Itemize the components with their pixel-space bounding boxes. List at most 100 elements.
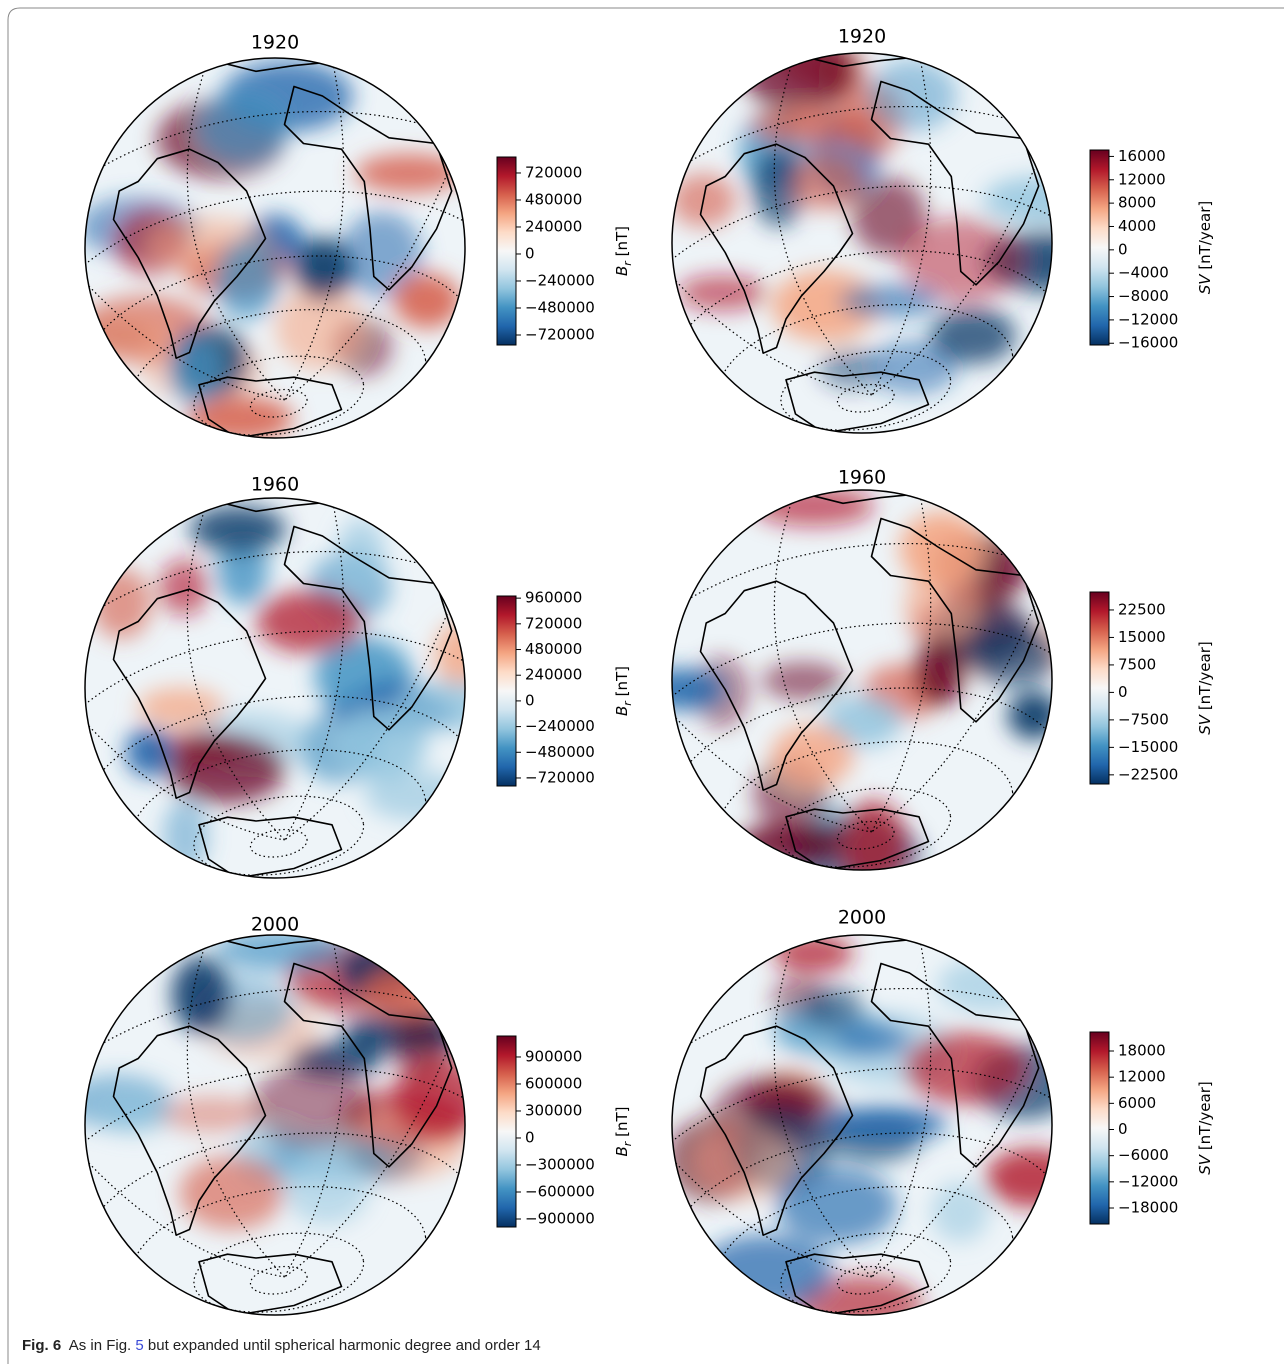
field-blob <box>699 1235 833 1309</box>
field-blob <box>78 315 167 356</box>
colorbar-tick-label: −18000 <box>1118 1198 1178 1216</box>
colorbar-tick-label: 18000 <box>1118 1042 1166 1060</box>
globe-map <box>560 486 1172 926</box>
label-unit: [nT/year] <box>1196 201 1214 270</box>
field-blob <box>640 669 723 710</box>
label-unit: [nT] <box>613 666 631 696</box>
colorbar-tick-label: 12000 <box>1118 1068 1166 1086</box>
label-unit: [nT/year] <box>1196 641 1214 710</box>
panel: 1960−720000−480000−240000024000048000072… <box>0 474 634 935</box>
field-blob <box>284 1152 370 1224</box>
figure: 1920−720000−480000−240000024000048000072… <box>0 0 1284 1364</box>
colorbar-tick-label: 900000 <box>525 1047 582 1065</box>
colorbar-tick-label: 480000 <box>525 640 582 658</box>
colorbar-tick-label: −12000 <box>1118 1172 1178 1190</box>
colorbar-tick-label: −480000 <box>525 298 595 316</box>
label-symbol: SV <box>1196 713 1214 735</box>
colorbar-tick-label: 0 <box>1118 683 1128 701</box>
colorbar-tick-label: 0 <box>1118 1120 1128 1138</box>
field-blob <box>337 518 385 590</box>
colorbar-tick-label: −900000 <box>525 1209 595 1227</box>
field-blob <box>931 1182 989 1242</box>
colorbar-label: SV [nT/year] <box>1196 201 1214 294</box>
field-blob <box>190 505 287 553</box>
colorbar-label: Br [nT] <box>613 226 634 276</box>
field-blob <box>937 958 1036 1012</box>
field-blob <box>753 486 874 526</box>
colorbar-tick-label: −16000 <box>1118 334 1178 352</box>
field-blob <box>166 735 285 804</box>
colorbar-label: Br [nT] <box>613 1107 634 1157</box>
colorbar-label: SV [nT/year] <box>1196 1081 1214 1174</box>
colorbar-label: SV [nT/year] <box>1196 641 1214 734</box>
field-blob <box>839 285 940 317</box>
colorbar-tick-label: 240000 <box>525 666 582 684</box>
panel-title: 2000 <box>838 907 886 929</box>
label-unit: [nT] <box>613 226 631 256</box>
field-blob <box>822 1107 947 1140</box>
field-blob <box>677 275 767 310</box>
colorbar-tick-label: −240000 <box>525 717 595 735</box>
field-blob <box>692 1123 792 1201</box>
colorbar-tick-label: 0 <box>1118 240 1128 258</box>
field-blob <box>160 1096 264 1132</box>
colorbar-tick-label: −15000 <box>1118 738 1178 756</box>
label-unit: [nT/year] <box>1196 1081 1214 1150</box>
panel-title: 1920 <box>251 32 299 54</box>
colorbar <box>1090 592 1109 784</box>
label-symbol: B <box>613 1146 631 1156</box>
colorbar-tick-label: −8000 <box>1118 287 1169 305</box>
colorbar-tick-label: −12000 <box>1118 310 1178 328</box>
colorbar-tick-label: 22500 <box>1118 600 1166 618</box>
colorbar <box>1090 1032 1109 1224</box>
panel: 1920−720000−480000−240000024000048000072… <box>0 32 634 495</box>
colorbar-tick-label: −480000 <box>525 743 595 761</box>
field-blob <box>172 957 231 1033</box>
label-symbol: SV <box>1196 273 1214 295</box>
caption-text: but expanded until spherical harmonic de… <box>148 1337 541 1354</box>
label-symbol: B <box>613 706 631 716</box>
colorbar-tick-label: −22500 <box>1118 765 1178 783</box>
globe-map <box>560 31 1172 490</box>
colorbar <box>497 157 516 345</box>
field-blob <box>792 152 863 211</box>
field-blob <box>256 590 362 653</box>
colorbar-tick-label: 8000 <box>1118 194 1156 212</box>
label-symbol: SV <box>1196 1153 1214 1175</box>
colorbar-tick-label: −4000 <box>1118 264 1169 282</box>
caption: Fig. 6 As in Fig. 5 but expanded until s… <box>22 1337 541 1354</box>
colorbar-tick-label: 4000 <box>1118 217 1156 235</box>
caption-text: As in Fig. <box>69 1337 132 1354</box>
field-blob <box>751 107 881 143</box>
field-blob <box>394 681 501 731</box>
colorbar-tick-label: 6000 <box>1118 1094 1156 1112</box>
colorbar-tick-label: −6000 <box>1118 1146 1169 1164</box>
caption-label: Fig. 6 <box>22 1337 61 1354</box>
caption-link[interactable]: 5 <box>135 1337 143 1354</box>
panel-title: 1960 <box>251 474 299 496</box>
colorbar <box>497 1036 516 1227</box>
panel-title: 1920 <box>838 26 886 48</box>
panel: 2000 −18000 −12000 −6000 0 6000 12000 18000 SV [… <box>560 907 1214 1364</box>
field-blob <box>905 567 981 642</box>
field-blob <box>179 1156 284 1230</box>
colorbar-tick-label: 7500 <box>1118 655 1156 673</box>
panel: 2000−900000−600000−300000030000060000090… <box>0 914 634 1364</box>
colorbar-label: Br [nT] <box>613 666 634 716</box>
colorbar-tick-label: 15000 <box>1118 628 1166 646</box>
field-blob <box>970 625 1058 687</box>
field-blob <box>985 1148 1078 1207</box>
colorbar-tick-label: 480000 <box>525 190 582 208</box>
colorbar-tick-label: 16000 <box>1118 147 1166 165</box>
field-blob <box>91 568 152 639</box>
panel-title: 1960 <box>838 467 886 489</box>
colorbar <box>1090 150 1109 345</box>
colorbar-tick-label: 0 <box>525 1128 535 1146</box>
field-blob <box>771 725 854 788</box>
colorbar-tick-label: 12000 <box>1118 170 1166 188</box>
colorbar-tick-label: 600000 <box>525 1074 582 1092</box>
colorbar-tick-label: −720000 <box>525 768 595 786</box>
globe-map <box>560 934 1172 1364</box>
field-blob <box>361 969 443 1018</box>
